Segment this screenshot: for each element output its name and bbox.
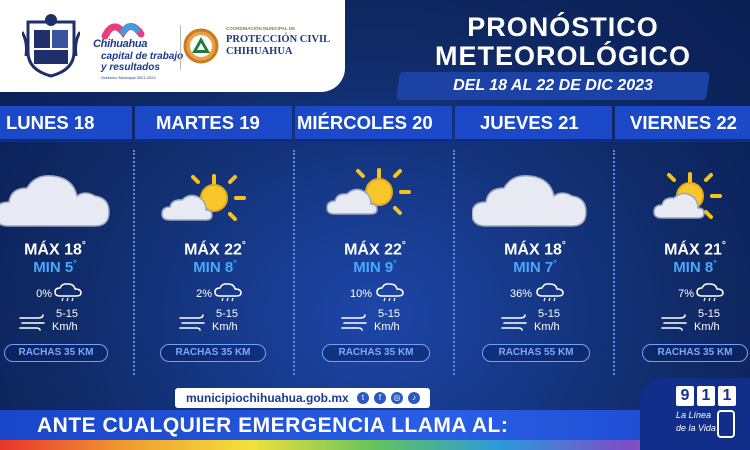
day-name: MIÉRCOLES 20 <box>297 112 433 133</box>
rain-probability: 10% <box>349 288 372 300</box>
rain-probability: 36% <box>509 288 532 300</box>
gusts-badge: RACHAS 35 KM <box>322 344 430 362</box>
day-name: VIERNES 22 <box>630 112 737 133</box>
rain-probability: 0% <box>36 288 52 300</box>
max-temp: MÁX 22° <box>344 240 406 259</box>
city-tagline-2: y resultados <box>101 62 160 73</box>
title-line1: PRONÓSTICO <box>467 12 659 42</box>
day-header-1: MARTES 19 <box>135 106 292 142</box>
min-temp: MIN 5° <box>33 258 77 276</box>
gusts-badge: RACHAS 35 KM <box>4 344 108 362</box>
facebook-icon[interactable]: f <box>374 392 386 404</box>
day-header-0: LUNES 18 <box>0 106 132 142</box>
wind-unit: Km/h <box>374 321 400 333</box>
column-separator <box>453 150 455 375</box>
gusts-badge: RACHAS 35 KM <box>642 344 748 362</box>
min-temp: MIN 9° <box>353 258 397 276</box>
website-link[interactable]: municipiochihuahua.gob.mx <box>186 391 349 405</box>
linea-vida-line2: de la Vida <box>676 423 716 433</box>
sun-cloud-icon <box>653 172 722 219</box>
day-header-3: JUEVES 21 <box>455 106 612 142</box>
emergency-bar <box>0 410 750 440</box>
wind-range: 5-15 <box>378 308 401 320</box>
day-name: MARTES 19 <box>156 112 260 133</box>
twitter-icon[interactable]: t <box>357 392 369 404</box>
rain-cloud-icon <box>376 283 404 302</box>
rain-probability: 2% <box>196 288 212 300</box>
max-temp: MÁX 22° <box>184 240 246 259</box>
rain-cloud-icon <box>54 283 82 302</box>
max-temp: MÁX 18° <box>504 240 566 259</box>
phone-icon <box>717 410 735 438</box>
cloud-icon <box>472 175 587 227</box>
linea-vida-line1: La Línea <box>676 410 712 420</box>
wind-unit: Km/h <box>212 321 238 333</box>
wind-icon <box>19 314 45 331</box>
sun-cloud-icon <box>161 174 246 221</box>
digit-1: 1 <box>697 386 715 406</box>
rain-cloud-icon <box>536 283 564 302</box>
wind-range: 5-15 <box>56 308 79 320</box>
min-temp: MIN 8° <box>193 258 237 276</box>
sun-cloud-icon <box>326 168 411 215</box>
logo-divider <box>180 25 181 70</box>
min-temp: MIN 7° <box>513 258 557 276</box>
title-line2: METEOROLÓGICO <box>435 41 691 71</box>
pc-coordination-label: COORDINACIÓN MUNICIPAL DE <box>226 26 296 31</box>
day-header-4: VIERNES 22 <box>615 106 750 142</box>
wind-range: 5-15 <box>216 308 239 320</box>
gusts-badge: RACHAS 35 KM <box>160 344 266 362</box>
coat-of-arms-icon <box>22 14 80 78</box>
min-temp: MIN 8° <box>673 258 717 276</box>
digit-1: 1 <box>718 386 736 406</box>
rainbow-stripe <box>0 440 750 450</box>
wind-range: 5-15 <box>538 308 561 320</box>
wind-icon <box>501 314 527 331</box>
wind-icon <box>661 314 687 331</box>
wind-icon <box>341 314 367 331</box>
rain-cloud-icon <box>696 283 724 302</box>
digit-9: 9 <box>676 386 694 406</box>
chihuahua-logo-icon <box>101 23 145 40</box>
wind-unit: Km/h <box>694 321 720 333</box>
emergency-text: ANTE CUALQUIER EMERGENCIA LLAMA AL: <box>37 414 509 437</box>
day-name: LUNES 18 <box>6 112 95 133</box>
pc-name-line1: PROTECCIÓN CIVIL <box>226 34 331 45</box>
rain-cloud-icon <box>214 283 242 302</box>
wind-unit: Km/h <box>52 321 78 333</box>
column-separator <box>133 150 135 375</box>
instagram-icon[interactable]: ◎ <box>391 392 403 404</box>
civil-protection-emblem-icon <box>183 28 219 64</box>
column-separator <box>293 150 295 375</box>
city-tagline-1: capital de trabajo <box>101 51 184 62</box>
date-range: DEL 18 AL 22 DE DIC 2023 <box>453 77 653 94</box>
wind-unit: Km/h <box>534 321 560 333</box>
day-header-2: MIÉRCOLES 20 <box>295 106 452 142</box>
column-separator <box>613 150 615 375</box>
tiktok-icon[interactable]: ♪ <box>408 392 420 404</box>
gov-period: Gobierno Municipal 2021-2024 <box>101 75 156 80</box>
gusts-badge: RACHAS 55 KM <box>482 344 590 362</box>
city-name: Chihuahua <box>93 38 148 50</box>
wind-range: 5-15 <box>698 308 721 320</box>
cloud-icon <box>0 175 110 227</box>
day-name: JUEVES 21 <box>480 112 579 133</box>
rain-probability: 7% <box>678 288 694 300</box>
pc-name-line2: CHIHUAHUA <box>226 46 293 57</box>
max-temp: MÁX 21° <box>664 240 726 259</box>
wind-icon <box>179 314 205 331</box>
max-temp: MÁX 18° <box>24 240 86 259</box>
